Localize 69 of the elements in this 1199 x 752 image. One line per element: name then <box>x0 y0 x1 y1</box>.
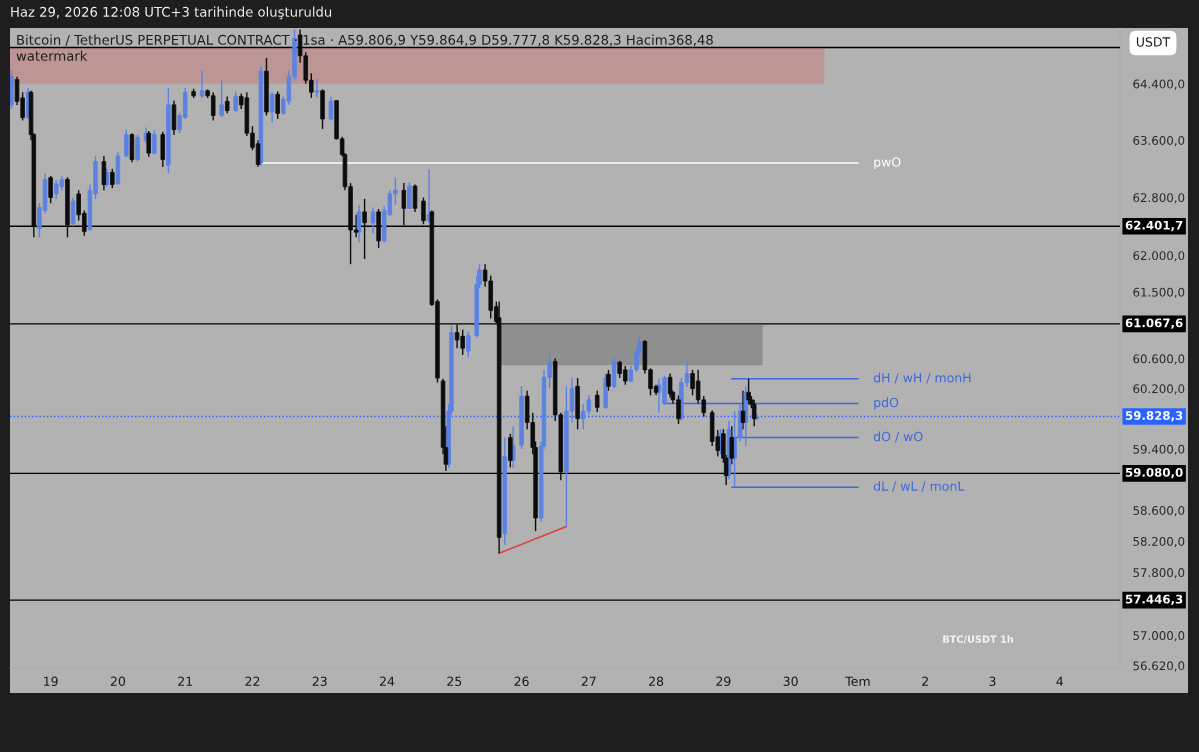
y-tick-label: 64.400,0 <box>1133 79 1185 90</box>
ref-line-label: 61.067,6 <box>1125 318 1183 329</box>
x-tick-label: 19 <box>44 676 58 687</box>
x-tick-label: 20 <box>110 676 126 687</box>
series-label: pwO <box>874 157 901 170</box>
candlestick <box>421 196 426 225</box>
x-tick-label: 28 <box>649 676 664 687</box>
candlestick <box>412 183 418 213</box>
candlestick <box>314 78 320 99</box>
candlestick <box>594 390 600 413</box>
x-tick-label: 23 <box>312 676 327 687</box>
annotation: BTC/USDT 1h <box>943 635 1013 644</box>
y-tick-label: 62.800,0 <box>1133 193 1185 204</box>
x-tick-label: 29 <box>716 676 731 687</box>
candlestick <box>269 91 275 124</box>
y-tick-label: 58.600,0 <box>1133 506 1185 517</box>
candlestick <box>152 129 157 156</box>
annotation: watermark <box>16 50 88 61</box>
x-tick-label: Tem <box>845 676 870 687</box>
ref-line-label: 59.080,0 <box>1125 467 1183 479</box>
candlestick <box>401 182 407 226</box>
y-tick-label: 57.000,0 <box>1133 631 1185 642</box>
candlestick <box>407 181 412 210</box>
candlestick <box>746 378 751 406</box>
chart-subtitle: Haz 29, 2026 12:08 UTC+3 tarihinde oluşturuldu <box>11 6 332 20</box>
x-tick-label: 26 <box>514 676 529 687</box>
y-tick-label: 60.600,0 <box>1133 354 1185 365</box>
series-label: dO / wO <box>873 431 923 443</box>
x-tick-label: 22 <box>245 676 260 686</box>
x-tick-label: 24 <box>379 676 395 686</box>
series-label: dH / wH / monH <box>873 372 971 384</box>
series-label: dL / wL / monL <box>873 481 965 492</box>
ref-line-label: 62.401,7 <box>1125 220 1183 232</box>
x-tick-label: 3 <box>989 676 996 687</box>
candlestick <box>362 198 367 260</box>
ref-line-label: 57.446,3 <box>1125 594 1183 606</box>
chart-title: Bitcoin / TetherUS PERPETUAL CONTRACT · 1sa · A59.806,9 Y59.864,9 D59.777,8 K59.828,3 Hacim368,48 <box>17 34 713 47</box>
y-tick-label: 56.620,0 <box>1133 661 1185 672</box>
x-tick-label: 2 <box>922 676 928 686</box>
x-tick-label: 27 <box>581 676 596 686</box>
text: USDT <box>1136 37 1171 47</box>
candlestick <box>233 90 238 113</box>
candlestick <box>124 128 129 159</box>
candlestick <box>275 90 280 120</box>
candlestick <box>508 433 513 468</box>
y-tick-label: 60.200,0 <box>1133 384 1185 395</box>
candlestick <box>199 70 205 99</box>
candlestick <box>740 390 746 430</box>
candlestick <box>135 133 140 163</box>
x-tick-label: 30 <box>783 676 798 687</box>
candlestick <box>606 369 611 392</box>
y-tick-label: 62.000,0 <box>1133 251 1185 262</box>
candlestick <box>110 168 115 189</box>
candlestick <box>370 206 376 235</box>
y-tick-label: 61.500,0 <box>1133 287 1185 298</box>
candlestick <box>146 130 151 158</box>
x-tick-label: 21 <box>178 676 192 686</box>
candlestick <box>219 79 224 118</box>
x-tick-label: 4 <box>1056 676 1064 686</box>
y-tick-label: 58.200,0 <box>1133 536 1185 548</box>
series-label: pdO <box>874 397 899 410</box>
y-tick-label: 63.600,0 <box>1133 136 1185 147</box>
candlestick <box>70 196 76 228</box>
candlestick <box>48 175 53 204</box>
y-tick-label: 57.800,0 <box>1133 568 1185 579</box>
ref-line-label: 59.828,3 <box>1125 411 1183 422</box>
y-tick-label: 59.400,0 <box>1133 444 1185 455</box>
candlestick <box>466 331 471 358</box>
x-tick-label: 25 <box>447 676 462 687</box>
